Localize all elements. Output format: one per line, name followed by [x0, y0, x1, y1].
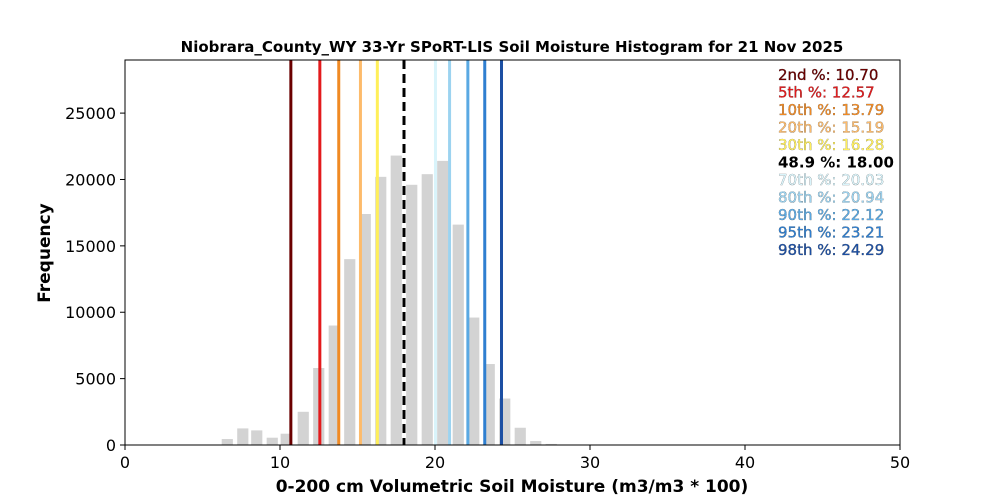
histogram-bar-12: [406, 184, 418, 446]
histogram-bar-21: [545, 443, 557, 445]
y-axis-label: Frequency: [35, 203, 55, 303]
histogram-bar-9: [359, 214, 371, 445]
legend-entry-4: 30th %: 16.28: [778, 136, 884, 154]
y-axis-ticks: 0 5000 10000 15000 20000 25000: [65, 104, 125, 455]
histogram-bar-20: [530, 441, 542, 445]
histogram-bar-14: [437, 160, 449, 445]
histogram-bar-13: [421, 174, 433, 446]
histogram-bar-1: [237, 428, 249, 445]
x-tick-label-0: 0: [120, 453, 130, 472]
x-tick-label-5: 50: [890, 453, 910, 472]
plot-frame: [124, 59, 901, 446]
legend-entry-7: 80th %: 20.94: [778, 189, 884, 207]
y-tick-label-2: 10000: [65, 303, 116, 322]
x-axis-ticks: 0 10 20 30 40 50: [120, 445, 910, 472]
y-tick-label-3: 15000: [65, 237, 116, 256]
histogram-bar-5: [297, 411, 309, 445]
histogram-bar-17: [483, 364, 495, 445]
legend-entry-2: 10th %: 13.79: [778, 101, 884, 119]
legend-entry-1: 5th %: 12.57: [778, 84, 875, 102]
histogram-bar-11: [390, 155, 402, 445]
legend-entry-6: 70th %: 20.03: [778, 171, 884, 189]
y-tick-label-5: 25000: [65, 104, 116, 123]
histogram-bar-16: [468, 317, 480, 445]
histogram-bar-2: [251, 430, 263, 445]
histogram-bar-15: [452, 224, 464, 445]
y-tick-label-4: 20000: [65, 170, 116, 189]
histogram-bar-19: [514, 427, 526, 445]
legend-entry-10: 98th %: 24.29: [778, 241, 884, 259]
x-tick-label-4: 40: [735, 453, 755, 472]
percentile-lines-layer: [289, 60, 503, 445]
histogram-bar-4: [280, 433, 292, 445]
legend-entry-5: 48.9 %: 18.00: [778, 154, 894, 172]
histogram-bar-3: [266, 437, 278, 445]
histogram-bar-7: [328, 325, 340, 445]
legend-entry-9: 95th %: 23.21: [778, 224, 884, 242]
x-axis-label: 0-200 cm Volumetric Soil Moisture (m3/m3…: [276, 477, 749, 497]
legend-entry-3: 20th %: 15.19: [778, 119, 884, 137]
histogram-bar-18: [499, 398, 511, 445]
legend-entry-8: 90th %: 22.12: [778, 206, 884, 224]
histogram-bar-10: [375, 176, 387, 445]
bars-layer: [221, 155, 557, 446]
y-tick-label-1: 5000: [75, 370, 116, 389]
chart-title: Niobrara_County_WY 33-Yr SPoRT-LIS Soil …: [181, 38, 844, 56]
x-tick-label-2: 20: [425, 453, 445, 472]
x-tick-label-1: 10: [270, 453, 290, 472]
histogram-bar-0: [221, 439, 233, 445]
y-tick-label-0: 0: [106, 436, 116, 455]
x-tick-label-3: 30: [580, 453, 600, 472]
histogram-bar-8: [344, 259, 356, 445]
legend-entry-0: 2nd %: 10.70: [778, 66, 878, 84]
